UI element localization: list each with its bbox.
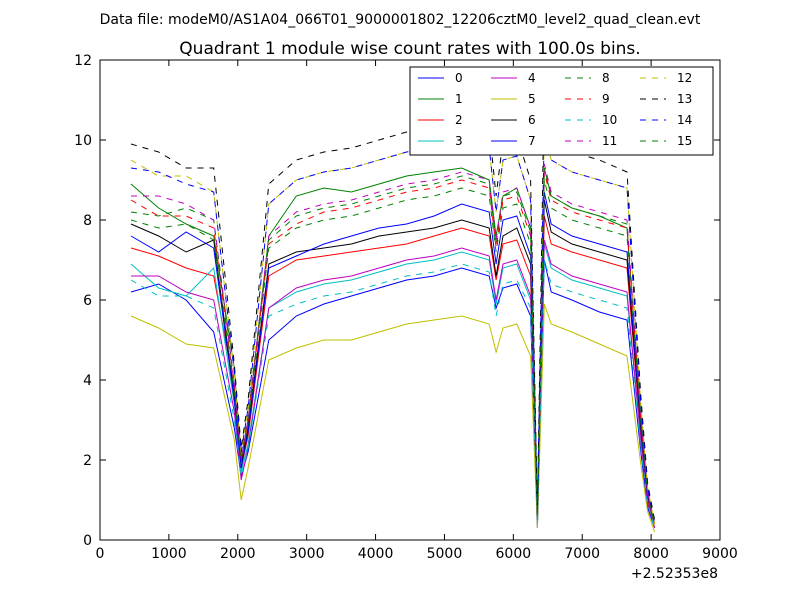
legend-label-12: 12 [677, 71, 692, 85]
legend-frame [409, 66, 714, 156]
x-tick-label: 9000 [702, 546, 738, 562]
legend-label-13: 13 [677, 92, 692, 106]
y-tick-label: 8 [83, 213, 92, 229]
x-offset-label: +2.52353e8 [631, 566, 718, 582]
series-line-15 [130, 179, 656, 525]
x-tick-label: 3000 [289, 546, 325, 562]
x-tick-label: 7000 [564, 546, 600, 562]
legend-label-14: 14 [677, 113, 692, 127]
y-tick-label: 12 [74, 53, 92, 69]
series-line-10 [130, 259, 656, 529]
series-line-7 [130, 191, 656, 525]
legend-label-9: 9 [602, 92, 610, 106]
chart-title: Quadrant 1 module wise count rates with … [179, 39, 640, 59]
plot-area: 0 1000 2000 3000 4000 5000 6000 7000 8000 9000 0 2… [74, 53, 738, 582]
x-tick-label: 0 [96, 546, 105, 562]
y-tick-label: 4 [83, 373, 92, 389]
series-line-9 [130, 171, 656, 525]
y-tick-label: 2 [83, 453, 92, 469]
y-tick-label: 6 [83, 293, 92, 309]
x-tick-label: 5000 [427, 546, 463, 562]
legend-label-11: 11 [602, 134, 617, 148]
legend-label-0: 0 [455, 71, 463, 85]
legend-label-3: 3 [455, 134, 463, 148]
legend-label-6: 6 [528, 113, 536, 127]
x-tick-label: 8000 [633, 546, 669, 562]
x-tick-label: 4000 [358, 546, 394, 562]
x-axis: 0 1000 2000 3000 4000 5000 6000 7000 8000 9000 [96, 60, 738, 562]
series-line-5 [130, 303, 656, 533]
legend-label-4: 4 [528, 71, 536, 85]
series-line-11 [131, 163, 656, 525]
legend-label-8: 8 [602, 71, 610, 85]
y-tick-label: 10 [74, 133, 92, 149]
x-tick-label: 6000 [496, 546, 532, 562]
chart-suptitle: Data file: modeM0/AS1A04_066T01_90000018… [100, 12, 701, 28]
legend-label-10: 10 [602, 113, 617, 127]
legend-label-15: 15 [677, 134, 692, 148]
x-tick-label: 2000 [220, 546, 256, 562]
legend-label-7: 7 [528, 134, 536, 148]
series-layer [130, 79, 656, 533]
legend-label-5: 5 [528, 92, 536, 106]
x-tick-label: 1000 [151, 546, 187, 562]
legend-label-2: 2 [455, 113, 463, 127]
y-tick-label: 0 [83, 533, 92, 549]
legend-label-1: 1 [455, 92, 463, 106]
